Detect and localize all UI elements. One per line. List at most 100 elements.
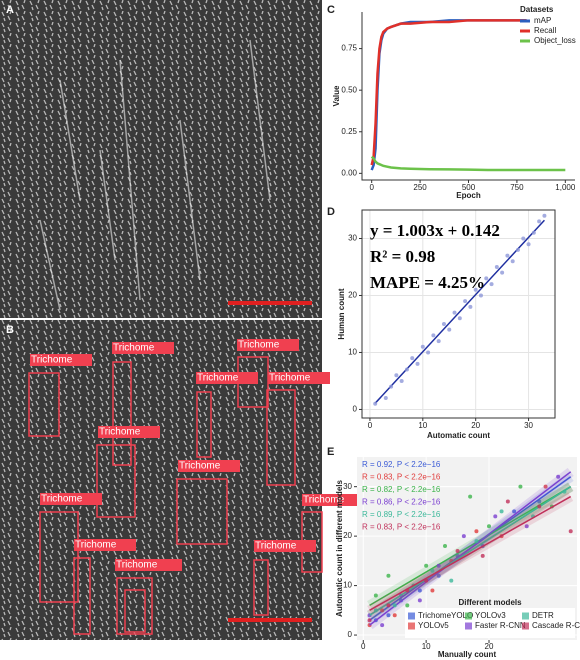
series-line: [370, 19, 527, 166]
x-tick-label: 1,000: [555, 183, 576, 192]
point: [417, 598, 422, 603]
point: [463, 299, 468, 304]
legend-swatch: [408, 622, 415, 630]
box-label: Trichome: [269, 373, 311, 384]
point: [392, 613, 397, 618]
box-label: Trichome: [179, 461, 221, 472]
point: [512, 509, 517, 514]
box-label: Trichome: [303, 495, 345, 506]
annotation: R = 0.86, P < 2.2e−16: [362, 498, 441, 507]
point: [568, 529, 573, 534]
point: [410, 356, 415, 361]
legend-swatch: [522, 612, 529, 620]
fit-line: [369, 471, 572, 626]
detection-box: [176, 478, 228, 545]
fit-line: [369, 495, 572, 611]
point: [447, 327, 452, 332]
point: [474, 539, 479, 544]
point: [405, 603, 410, 608]
detection-box: [112, 361, 132, 466]
box-label: Trichome: [116, 560, 158, 571]
detection-box: [253, 559, 269, 616]
x-tick-label: 250: [413, 183, 427, 192]
y-tick-label: 10: [343, 581, 352, 590]
point: [521, 236, 526, 241]
y-axis-label: Automatic count in different models: [335, 480, 344, 617]
point: [537, 499, 542, 504]
point: [484, 276, 489, 281]
annotation: R = 0.83, P < 2.2e−16: [362, 473, 441, 482]
label-bg: [268, 372, 330, 384]
point: [494, 264, 499, 269]
legend-swatch: [465, 622, 472, 630]
x-tick-label: 10: [418, 421, 427, 430]
legend-label: Faster R-CNN: [475, 621, 526, 630]
plot-frame: [361, 209, 556, 419]
x-axis-label: Manually count: [438, 650, 497, 659]
point: [373, 401, 378, 406]
point: [457, 316, 462, 321]
point: [373, 608, 378, 613]
legend-label: YOLOv3: [475, 611, 506, 620]
point: [386, 573, 391, 578]
y-tick-label: 0.25: [341, 127, 357, 136]
point: [436, 339, 441, 344]
point: [383, 396, 388, 401]
y-tick-label: 10: [348, 348, 357, 357]
x-tick-label: 10: [422, 642, 431, 651]
point: [404, 367, 409, 372]
point: [367, 618, 372, 623]
point: [452, 310, 457, 315]
panel-label: C: [327, 4, 335, 16]
x-tick-label: 0: [361, 642, 366, 651]
detection-box: [124, 589, 146, 633]
legend-label: DETR: [532, 611, 554, 620]
fit-line: [369, 486, 572, 607]
label-bg: [115, 559, 177, 571]
detection-box: [116, 577, 153, 635]
point: [461, 534, 466, 539]
y-tick-label: 30: [343, 482, 352, 491]
point: [531, 230, 536, 235]
label-bg: [98, 426, 160, 438]
box-label: Trichome: [255, 541, 297, 552]
point: [380, 608, 385, 613]
scale-bar: [228, 301, 312, 305]
fit-line: [369, 486, 572, 616]
legend-label: YOLOv5: [418, 621, 449, 630]
detection-box: [96, 444, 136, 518]
x-axis-label: Epoch: [456, 191, 481, 200]
point: [526, 242, 531, 247]
legend-label: mAP: [534, 16, 551, 25]
legend-label: Cascade R-CNN: [532, 621, 580, 630]
label-bg: [74, 539, 136, 551]
point: [480, 553, 485, 558]
x-tick-label: 30: [524, 421, 533, 430]
point: [473, 287, 478, 292]
series-line: [370, 155, 566, 172]
point: [430, 588, 435, 593]
x-tick-label: 0: [369, 183, 374, 192]
annotation: R = 0.92, P < 2.2e−16: [362, 460, 441, 469]
point: [426, 350, 431, 355]
point: [562, 489, 567, 494]
scale-bar: [228, 618, 312, 622]
trichome-strands: [39, 39, 271, 311]
label-bg: [178, 460, 240, 472]
detections: Trichome Trichome Trichome Trichome Trichome…: [28, 339, 364, 635]
point: [431, 333, 436, 338]
annotation: y = 1.003x + 0.142: [370, 221, 500, 240]
point: [424, 563, 429, 568]
y-tick-label: 0.50: [341, 85, 357, 94]
axes: [361, 12, 575, 181]
legend-title: Different models: [458, 598, 522, 607]
annotation: R = 0.83, P < 2.2e−16: [362, 523, 441, 532]
box-label: Trichome: [41, 494, 83, 505]
annotation: MAPE = 4.25%: [370, 273, 485, 292]
point: [436, 563, 441, 568]
annotation: R = 0.82, P < 2.2e−16: [362, 485, 441, 494]
legend-label: Recall: [534, 26, 556, 35]
x-tick-label: 0: [368, 421, 373, 430]
legend-swatch: [522, 622, 529, 630]
